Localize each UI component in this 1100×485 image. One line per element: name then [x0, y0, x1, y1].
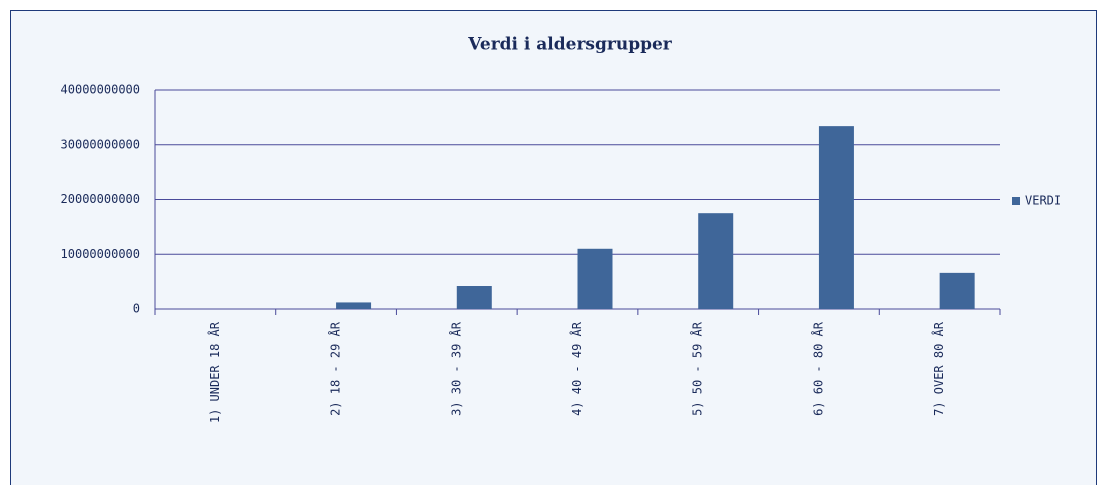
y-tick-label: 30000000000	[61, 137, 140, 151]
chart-title: Verdi i aldersgrupper	[467, 35, 673, 55]
bar	[456, 286, 492, 309]
x-tick-label: 5) 50 - 59 ÅR	[690, 321, 705, 416]
bar	[577, 248, 613, 309]
legend-swatch	[1012, 197, 1020, 205]
x-tick-label: 4) 40 - 49 ÅR	[569, 321, 584, 416]
bar	[336, 302, 372, 309]
x-tick-label: 1) UNDER 18 ÅR	[207, 321, 222, 423]
x-tick-label: 6) 60 - 80 ÅR	[810, 321, 825, 416]
legend-label: VERDI	[1025, 194, 1061, 208]
x-tick-label: 3) 30 - 39 ÅR	[448, 321, 463, 416]
x-tick-label: 7) OVER 80 ÅR	[931, 321, 946, 416]
bar	[698, 213, 734, 309]
y-tick-label: 20000000000	[61, 192, 140, 206]
y-tick-label: 10000000000	[61, 247, 140, 261]
y-tick-label: 0	[133, 302, 140, 316]
bar	[939, 272, 975, 309]
x-tick-label: 2) 18 - 29 ÅR	[328, 321, 343, 416]
y-tick-label: 40000000000	[61, 83, 140, 97]
bar	[818, 126, 854, 309]
